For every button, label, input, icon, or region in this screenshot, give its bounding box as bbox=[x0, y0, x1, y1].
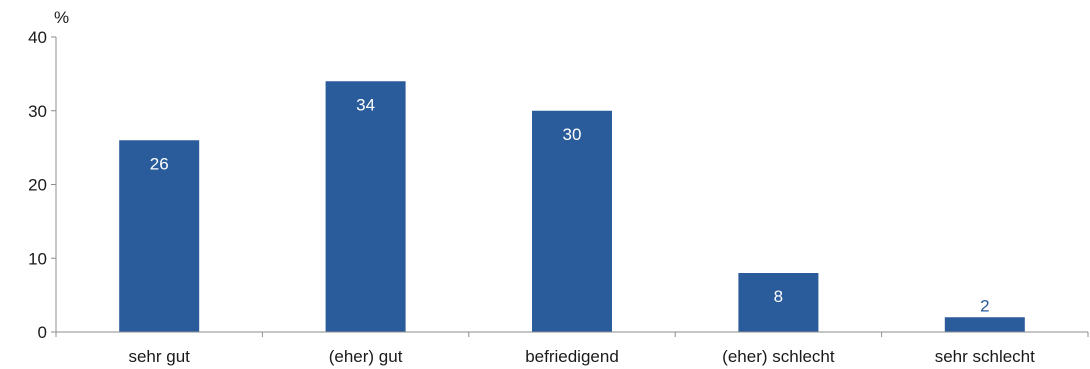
bar bbox=[119, 140, 200, 332]
data-label: 2 bbox=[980, 296, 989, 315]
y-tick-label: 20 bbox=[28, 176, 47, 195]
x-tick-label: (eher) gut bbox=[329, 347, 403, 366]
bar bbox=[532, 110, 612, 332]
bars bbox=[119, 81, 1025, 332]
x-tick-label: sehr gut bbox=[128, 347, 190, 366]
data-labels: 26 34 30 8 2 bbox=[150, 95, 990, 315]
y-tick-label: 30 bbox=[28, 102, 47, 121]
data-label: 8 bbox=[774, 287, 783, 306]
data-label: 34 bbox=[356, 95, 375, 114]
bar bbox=[944, 317, 1025, 332]
y-axis-unit: % bbox=[54, 8, 69, 27]
bar bbox=[325, 81, 406, 332]
x-tick-label: befriedigend bbox=[525, 347, 619, 366]
data-label: 26 bbox=[150, 154, 169, 173]
bar bbox=[738, 273, 819, 332]
x-tick-label: (eher) schlecht bbox=[722, 347, 835, 366]
y-tick-label: 40 bbox=[28, 28, 47, 47]
x-axis: sehr gut (eher) gut befriedigend (eher) sch… bbox=[55, 331, 1089, 366]
y-axis: 0 10 20 30 40 bbox=[28, 28, 57, 342]
y-tick-label: 10 bbox=[28, 249, 47, 268]
y-tick-label: 0 bbox=[38, 323, 47, 342]
data-label: 30 bbox=[563, 125, 582, 144]
x-tick-label: sehr schlecht bbox=[935, 347, 1035, 366]
